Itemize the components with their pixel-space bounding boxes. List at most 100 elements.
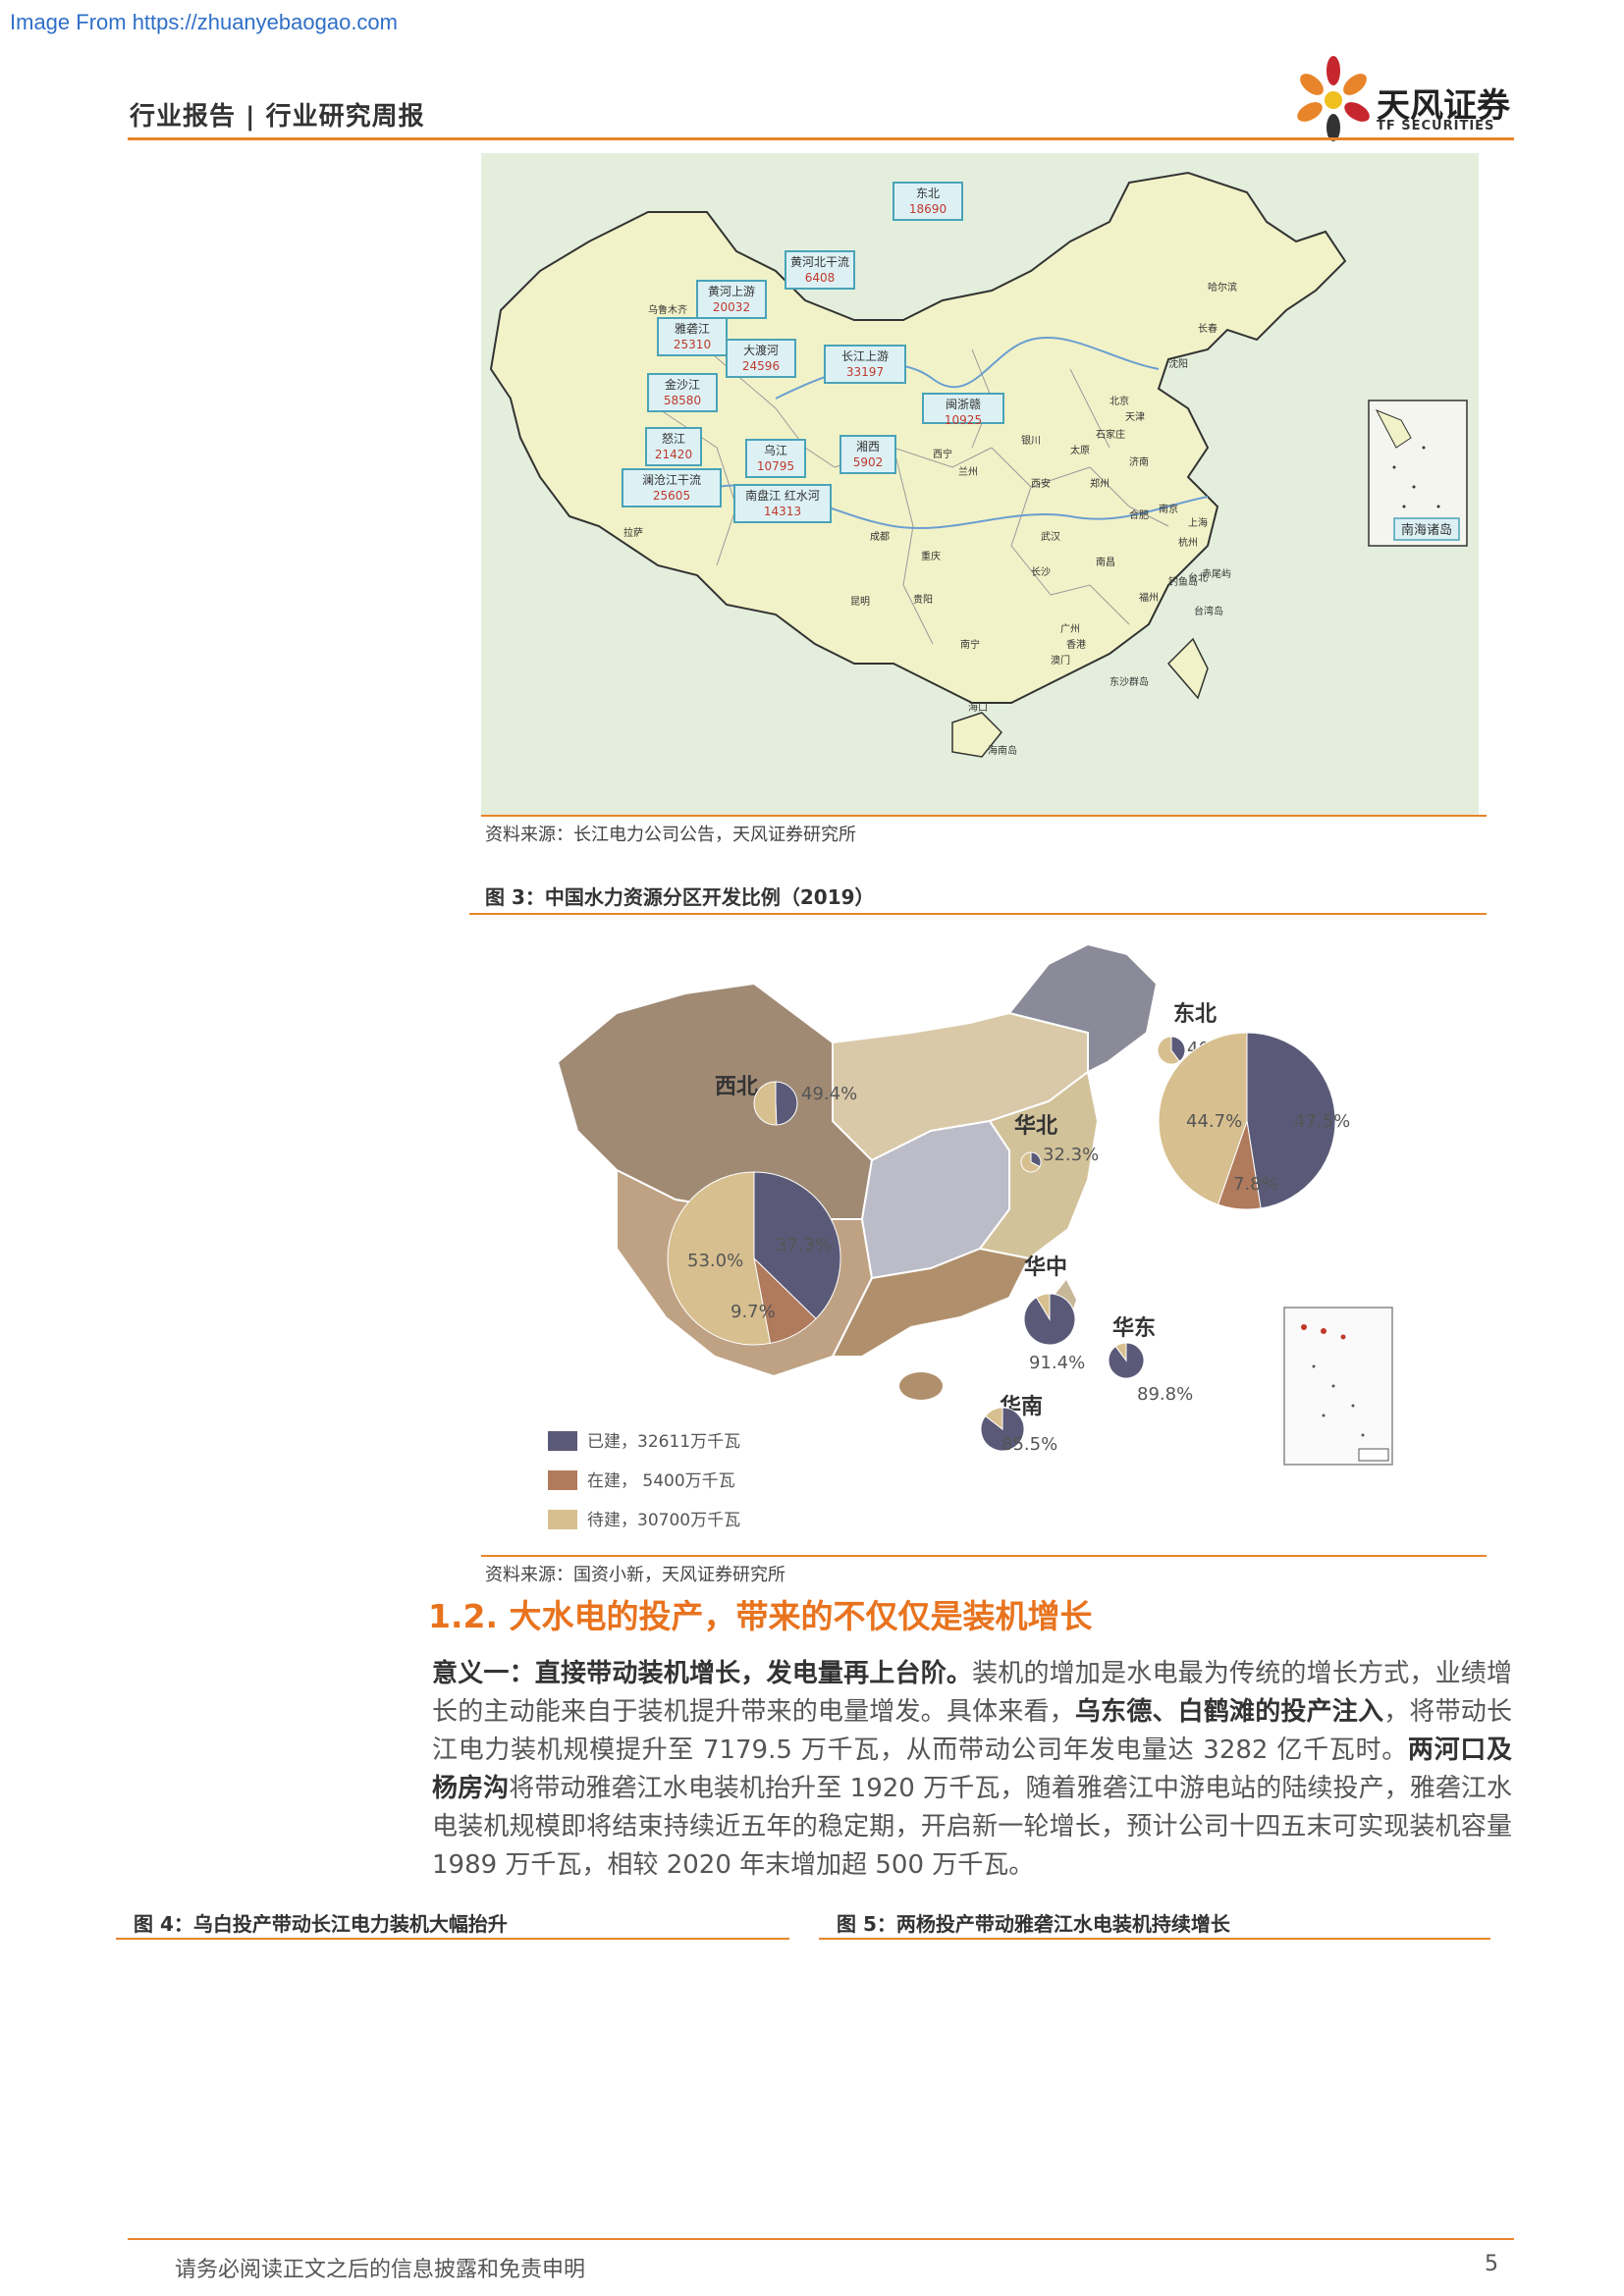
figure-source: 资料来源：长江电力公司公告，天风证券研究所 — [485, 825, 856, 845]
logo-name-en: TF SECURITIES — [1377, 119, 1495, 133]
city-label: 天津 — [1125, 411, 1145, 423]
legend-swatch — [548, 1431, 577, 1451]
city-label: 石家庄 — [1096, 428, 1125, 441]
southwest-pie-chart: 37.3% 9.7% 53.0% — [667, 1171, 841, 1346]
legend-swatch — [548, 1510, 577, 1529]
city-label: 成都 — [870, 531, 890, 543]
city-label: 北京 — [1110, 395, 1129, 407]
bold-phrase: 两河口及杨房沟 — [432, 1735, 1512, 1803]
legend-label: 已建，32611万千瓦 — [587, 1432, 740, 1452]
region-pie: 49.4% — [753, 1081, 857, 1126]
city-label: 海口 — [968, 701, 988, 714]
basin-callout: 怒江 21420 — [645, 427, 702, 466]
city-label: 西安 — [1031, 477, 1051, 490]
hydro-development-map: 西北 华北 东北 西南 华中 华东 华南 49.4%32.3%40.0%91.4… — [548, 942, 1393, 1530]
city-label: 贵阳 — [913, 593, 933, 606]
basin-callout: 东北 18690 — [893, 182, 963, 221]
basin-callout: 长江上游 33197 — [824, 345, 906, 384]
region-percent: 89.8% — [1137, 1384, 1193, 1405]
basin-value: 10925 — [945, 413, 982, 427]
basin-callout: 黄河上游 20032 — [696, 280, 767, 319]
city-label: 郑州 — [1090, 477, 1110, 490]
header-divider — [128, 137, 1514, 140]
inset-label: 南海诸岛 — [1401, 522, 1452, 538]
city-label: 长春 — [1198, 323, 1218, 335]
basin-value: 20032 — [713, 300, 750, 314]
city-label: 昆明 — [850, 596, 870, 608]
basin-name: 大渡河 — [743, 343, 779, 357]
pie-slice — [1170, 1036, 1186, 1063]
total-pie-chart: 47.5% 7.8% 44.7% — [1158, 1032, 1350, 1210]
basin-name: 怒江 — [662, 431, 685, 446]
city-label: 合肥 — [1129, 508, 1149, 521]
figure-3-title: 图 3：中国水力资源分区开发比例（2019） — [485, 885, 875, 909]
basin-callout: 闽浙赣 10925 — [922, 393, 1004, 427]
region-percent: 49.4% — [801, 1084, 857, 1104]
basin-value: 5902 — [853, 455, 884, 469]
basin-name: 澜沧江干流 — [642, 472, 701, 487]
region-pie: 91.4% — [1023, 1293, 1085, 1373]
city-label: 南京 — [1159, 503, 1178, 515]
region-percent: 85.5% — [1001, 1434, 1057, 1455]
sea-label: 赤尾屿 — [1202, 568, 1231, 580]
figure-rule — [116, 1938, 789, 1940]
pie-slice — [1020, 1151, 1041, 1173]
legend-item: 待建，30700万千瓦 — [548, 1510, 740, 1530]
city-label: 哈尔滨 — [1208, 281, 1237, 294]
legend-label: 待建，30700万千瓦 — [587, 1511, 740, 1530]
pie-slice — [1035, 1293, 1051, 1321]
region-label: 华北 — [1014, 1113, 1057, 1139]
city-label: 西宁 — [933, 448, 952, 460]
city-label: 广州 — [1060, 623, 1080, 635]
region-percent: 32.3% — [1043, 1145, 1099, 1165]
sea-label: 钓鱼岛 — [1168, 575, 1198, 588]
pie-slice — [984, 1407, 1003, 1431]
city-label: 澳门 — [1051, 654, 1070, 667]
text-run: 装机的增加是水电最为传统的增长方式，业绩增长的主动能来自于装机提升带来的电量增发… — [432, 1659, 1512, 1727]
region-pie: 85.5% — [980, 1407, 1057, 1455]
region-percent: 91.4% — [1029, 1353, 1085, 1373]
basin-callout: 南盘江 红水河 14313 — [733, 484, 832, 523]
basin-value: 18690 — [909, 202, 947, 216]
pie-slice — [1157, 1036, 1180, 1065]
city-label: 银川 — [1021, 434, 1041, 447]
city-label: 杭州 — [1178, 536, 1198, 549]
figure-rule — [469, 913, 1487, 915]
bold-phrase: 乌东德、白鹤滩的投产注入 — [1074, 1697, 1384, 1727]
logo-name-cn: 天风证券 — [1377, 86, 1510, 126]
city-label: 上海 — [1188, 516, 1208, 529]
legend-item: 已建，32611万千瓦 — [548, 1431, 740, 1452]
basin-callout: 雅砻江 25310 — [657, 317, 728, 356]
basin-value: 58580 — [664, 394, 701, 407]
basin-value: 10795 — [757, 459, 794, 473]
figure-rule — [481, 815, 1487, 817]
region-south — [831, 1247, 1031, 1358]
basin-name: 湘西 — [856, 439, 880, 454]
city-label: 香港 — [1066, 639, 1086, 651]
region-label: 华中 — [1024, 1255, 1067, 1280]
pie-percent: 37.3% — [776, 1235, 832, 1255]
pie-slice — [1114, 1342, 1127, 1362]
basin-value: 14313 — [764, 505, 801, 518]
legend-item: 在建， 5400万千瓦 — [548, 1470, 735, 1491]
basin-name: 东北 — [916, 187, 940, 200]
text-run: ，将带动长江电力装机规模提升至 7179.5 万千瓦，从而带动公司年发电量达 3… — [432, 1697, 1512, 1765]
city-label: 南昌 — [1096, 556, 1115, 568]
pie-slice — [1246, 1032, 1336, 1209]
watermark-link[interactable]: Image From https://zhuanyebaogao.com — [10, 10, 398, 34]
basin-name: 黄河上游 — [708, 285, 755, 298]
region-label: 东北 — [1173, 1001, 1217, 1027]
figure-rule — [819, 1938, 1490, 1940]
legend-label: 在建， 5400万千瓦 — [587, 1471, 735, 1491]
city-label: 长沙 — [1031, 566, 1051, 578]
pie-slice — [1158, 1032, 1248, 1205]
city-label: 拉萨 — [623, 526, 643, 539]
basin-callout: 乌江 10795 — [745, 439, 806, 478]
hydro-basin-map: 南海诸岛 乌鲁木齐 哈尔滨 长春 沈阳 北京 天津 石家庄 太原 济南 银川 西… — [481, 153, 1479, 815]
text-run: 将带动雅砻江水电装机抬升至 1920 万千瓦，随着雅砻江中游电站的陆续投产，雅砻… — [432, 1774, 1512, 1880]
basin-value: 21420 — [655, 448, 692, 461]
region-pie: 89.8% — [1108, 1342, 1193, 1405]
region-pie: 32.3% — [1020, 1145, 1099, 1173]
city-label: 济南 — [1129, 455, 1149, 468]
